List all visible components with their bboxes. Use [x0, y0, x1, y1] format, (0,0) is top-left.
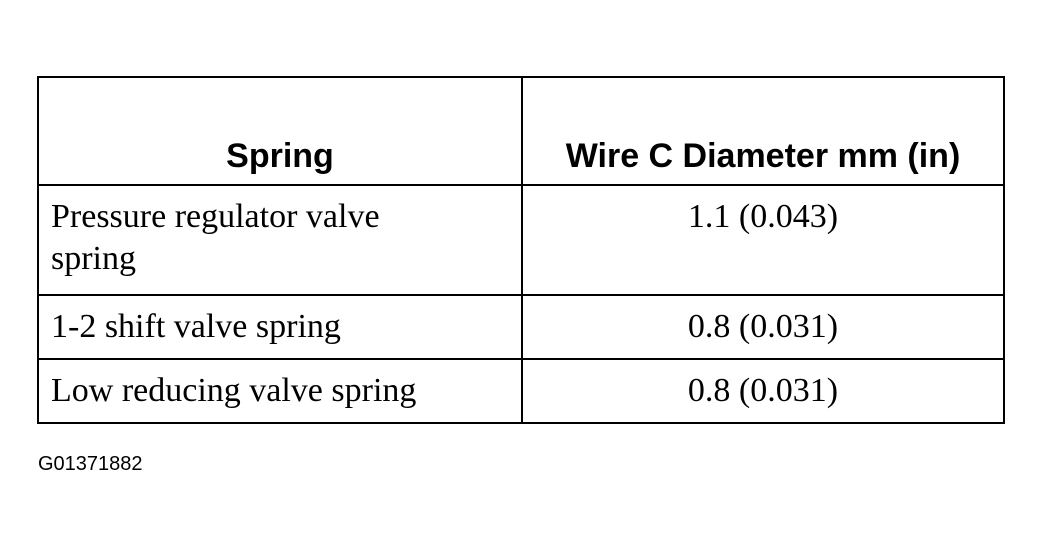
cell: 0.8 (0.031)	[521, 358, 1005, 424]
header-row: Spring Wire C Diameter mm (in)	[37, 76, 1005, 186]
row: Low reducing valve spring 0.8 (0.031)	[37, 358, 1005, 424]
cell: 1.1 (0.043)	[521, 184, 1005, 296]
cell: 0.8 (0.031)	[521, 294, 1005, 360]
figure-id: G01371882	[38, 453, 143, 475]
row: Pressure regulator valve spring 1.1 (0.0…	[37, 184, 1005, 296]
cell: 1-2 shift valve spring	[37, 294, 523, 360]
cell: Pressure regulator valve spring	[37, 184, 523, 296]
header-cell: Wire C Diameter mm (in)	[521, 76, 1005, 186]
row: 1-2 shift valve spring 0.8 (0.031)	[37, 294, 1005, 360]
header-cell: Spring	[37, 76, 523, 186]
cell: Low reducing valve spring	[37, 358, 523, 424]
spec-table: Spring Wire C Diameter mm (in) Pressure …	[37, 76, 1005, 424]
